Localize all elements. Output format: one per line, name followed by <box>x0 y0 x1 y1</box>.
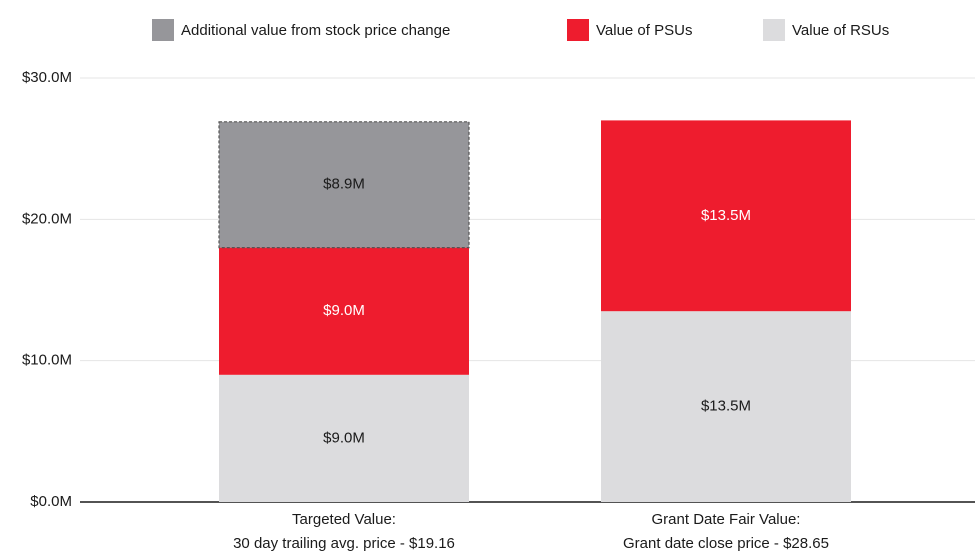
x-tick-label: 30 day trailing avg. price - $19.16 <box>233 535 455 552</box>
legend-label: Additional value from stock price change <box>181 22 450 39</box>
legend: Additional value from stock price change… <box>152 19 889 41</box>
x-tick-label: Targeted Value: <box>292 511 396 528</box>
legend-swatch <box>152 19 174 41</box>
value-label: $13.5M <box>701 398 751 415</box>
value-label: $9.0M <box>323 429 365 446</box>
bar-segment <box>219 247 469 375</box>
bar-segment <box>601 120 851 312</box>
labels: $0.0M $10.0M $20.0M $30.0M $9.0M $9.0M $8.9M Ta… <box>22 69 829 552</box>
value-label: $8.9M <box>323 176 365 193</box>
x-tick-label: Grant Date Fair Value: <box>652 511 801 528</box>
bars <box>218 120 851 502</box>
bar-segment <box>601 311 851 502</box>
bar-segment <box>218 121 470 249</box>
legend-swatch <box>763 19 785 41</box>
legend-label: Value of RSUs <box>792 22 889 39</box>
legend-label: Value of PSUs <box>596 22 692 39</box>
y-tick-label: $0.0M <box>30 493 72 510</box>
x-tick-label: Grant date close price - $28.65 <box>623 535 829 552</box>
y-tick-label: $30.0M <box>22 69 72 86</box>
value-label: $9.0M <box>323 302 365 319</box>
y-tick-label: $10.0M <box>22 352 72 369</box>
value-label: $13.5M <box>701 207 751 224</box>
bar-segment <box>219 374 469 502</box>
legend-swatch <box>567 19 589 41</box>
y-tick-label: $20.0M <box>22 210 72 227</box>
